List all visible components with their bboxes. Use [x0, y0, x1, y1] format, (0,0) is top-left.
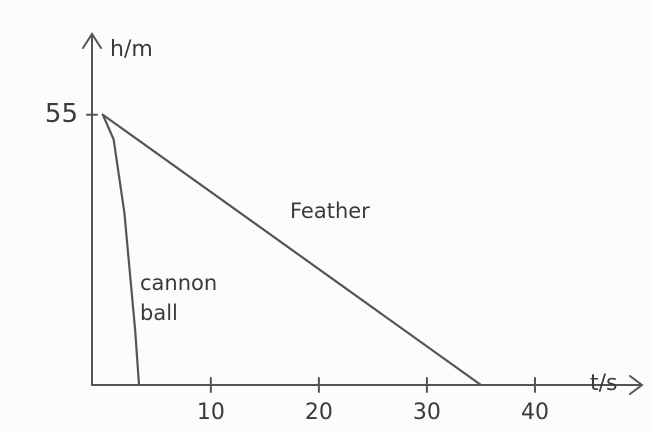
- series-line: [103, 115, 481, 385]
- x-tick-label: 30: [413, 400, 441, 425]
- x-tick-label: 40: [521, 400, 549, 425]
- series-label: cannon ball: [140, 268, 220, 328]
- x-tick-label: 10: [197, 400, 225, 425]
- y-tick-label: 55: [45, 99, 78, 129]
- y-axis-label: h/m: [110, 37, 153, 62]
- series-line: [103, 115, 139, 385]
- page: {"chart_data": {"type": "line", "xlabel"…: [0, 0, 652, 431]
- x-tick-label: 20: [305, 400, 333, 425]
- x-axis-label: t/s: [590, 371, 618, 396]
- series-label: Feather: [290, 196, 430, 226]
